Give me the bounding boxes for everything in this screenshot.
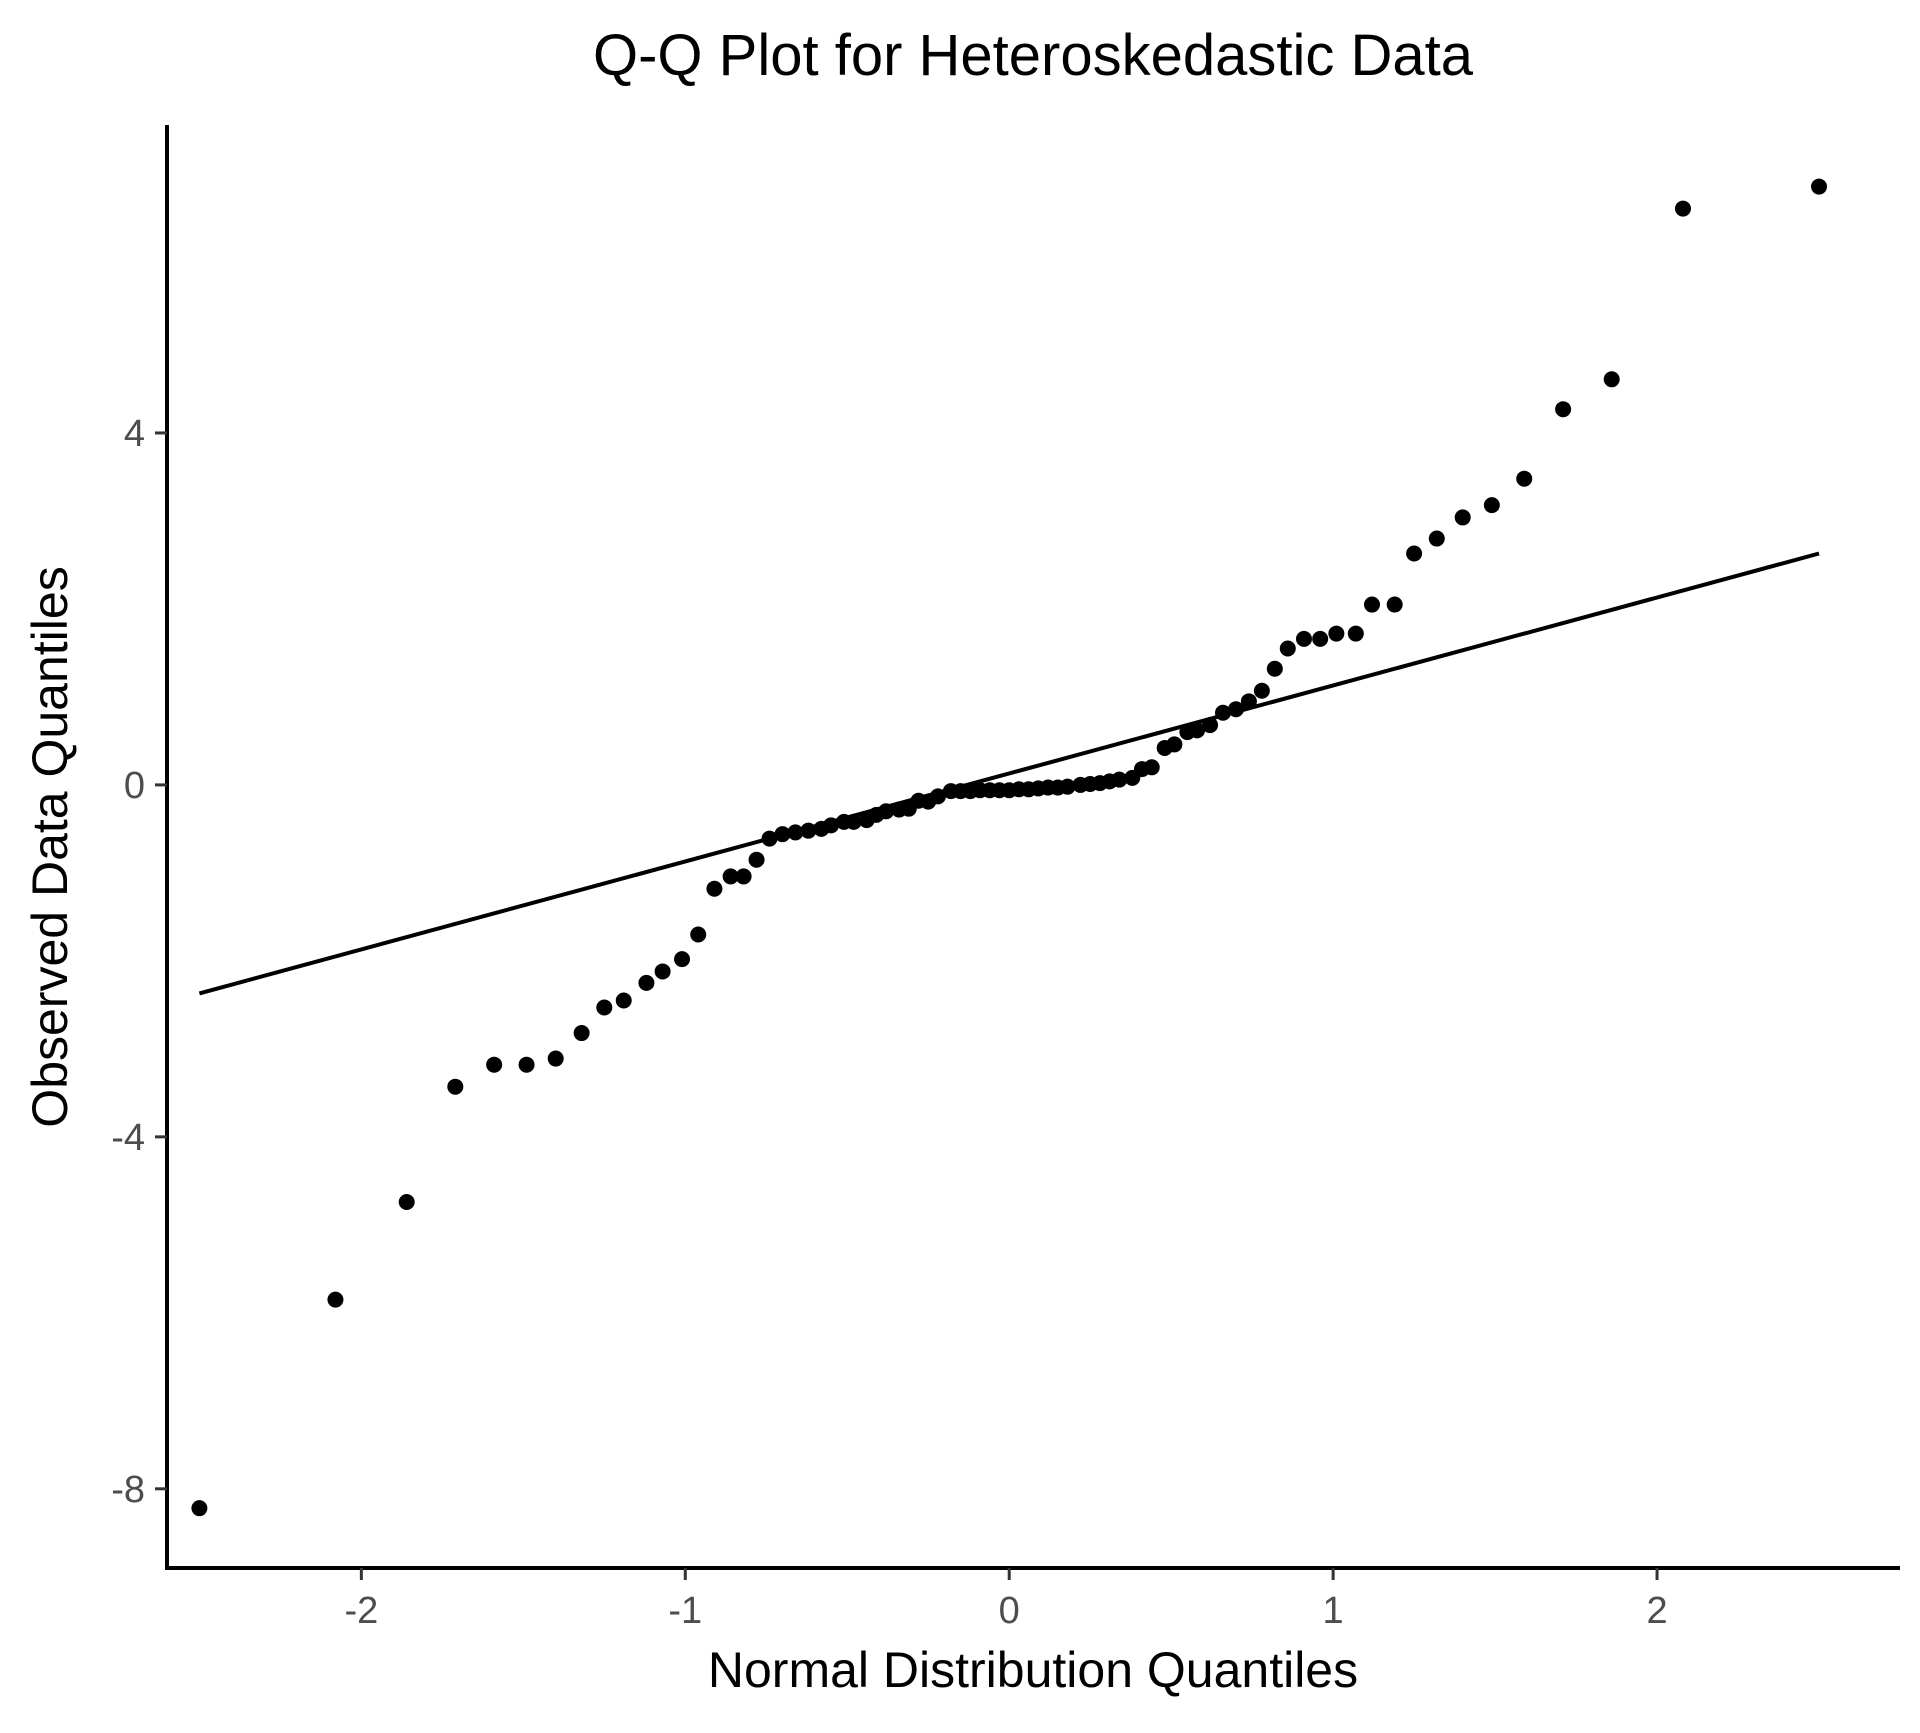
data-point <box>1214 704 1231 721</box>
data-point <box>929 788 946 805</box>
data-point <box>654 963 671 980</box>
data-point <box>761 830 778 847</box>
data-point <box>1603 371 1620 388</box>
data-point <box>1266 660 1283 677</box>
data-point <box>1811 178 1828 195</box>
y-tick-label: -8 <box>111 1469 145 1511</box>
data-point <box>1166 736 1183 753</box>
x-tick-label: -1 <box>668 1590 702 1632</box>
data-point <box>1253 682 1270 699</box>
data-point <box>1240 693 1257 710</box>
x-tick-label: -2 <box>344 1590 378 1632</box>
y-tick-label: -4 <box>111 1117 145 1159</box>
x-tick-label: 1 <box>1323 1590 1344 1632</box>
data-point <box>1111 771 1128 788</box>
data-point <box>1295 630 1312 647</box>
data-point <box>1483 497 1500 514</box>
data-point <box>735 868 752 885</box>
data-point <box>1428 530 1445 547</box>
data-point <box>327 1291 344 1308</box>
data-point <box>748 851 765 868</box>
data-point <box>1364 596 1381 613</box>
data-point <box>1143 759 1160 776</box>
data-point <box>638 974 655 991</box>
data-point <box>1059 778 1076 795</box>
data-point <box>573 1025 590 1042</box>
data-point <box>1312 630 1329 647</box>
data-point <box>845 813 862 830</box>
data-point <box>447 1078 464 1095</box>
y-tick-label: 4 <box>124 413 145 455</box>
data-point <box>823 817 840 834</box>
data-point <box>1386 596 1403 613</box>
data-point <box>1279 640 1296 657</box>
data-point <box>1347 625 1364 642</box>
data-point <box>518 1056 535 1073</box>
data-point <box>486 1056 503 1073</box>
data-point <box>615 992 632 1009</box>
y-axis-label: Observed Data Quantiles <box>22 566 78 1127</box>
x-axis-label: Normal Distribution Quantiles <box>708 1642 1358 1698</box>
data-point <box>878 803 895 820</box>
data-point <box>722 868 739 885</box>
reference-line <box>198 551 1820 996</box>
data-point <box>1674 200 1691 217</box>
data-point <box>787 824 804 841</box>
points-group <box>191 178 1828 1517</box>
axes: -2 -1 0 1 2 -8 -4 0 4 <box>111 125 1900 1632</box>
data-point <box>690 926 707 943</box>
y-tick-label: 0 <box>124 765 145 807</box>
data-point <box>800 822 817 839</box>
data-point <box>1516 470 1533 487</box>
data-point <box>1227 701 1244 718</box>
data-point <box>191 1500 208 1517</box>
data-point <box>1202 717 1219 734</box>
data-point <box>398 1193 415 1210</box>
data-point <box>706 880 723 897</box>
data-point <box>596 999 613 1016</box>
data-point <box>547 1050 564 1067</box>
x-tick-label: 0 <box>999 1590 1020 1632</box>
data-point <box>1328 625 1345 642</box>
reference-line-group <box>198 551 1820 996</box>
data-point <box>1189 722 1206 739</box>
data-point <box>674 951 691 968</box>
data-point <box>774 826 791 843</box>
x-tick-label: 2 <box>1646 1590 1667 1632</box>
chart-title: Q-Q Plot for Heteroskedastic Data <box>593 23 1474 88</box>
data-point <box>1406 545 1423 562</box>
data-point <box>1454 509 1471 526</box>
data-point <box>1555 401 1572 418</box>
